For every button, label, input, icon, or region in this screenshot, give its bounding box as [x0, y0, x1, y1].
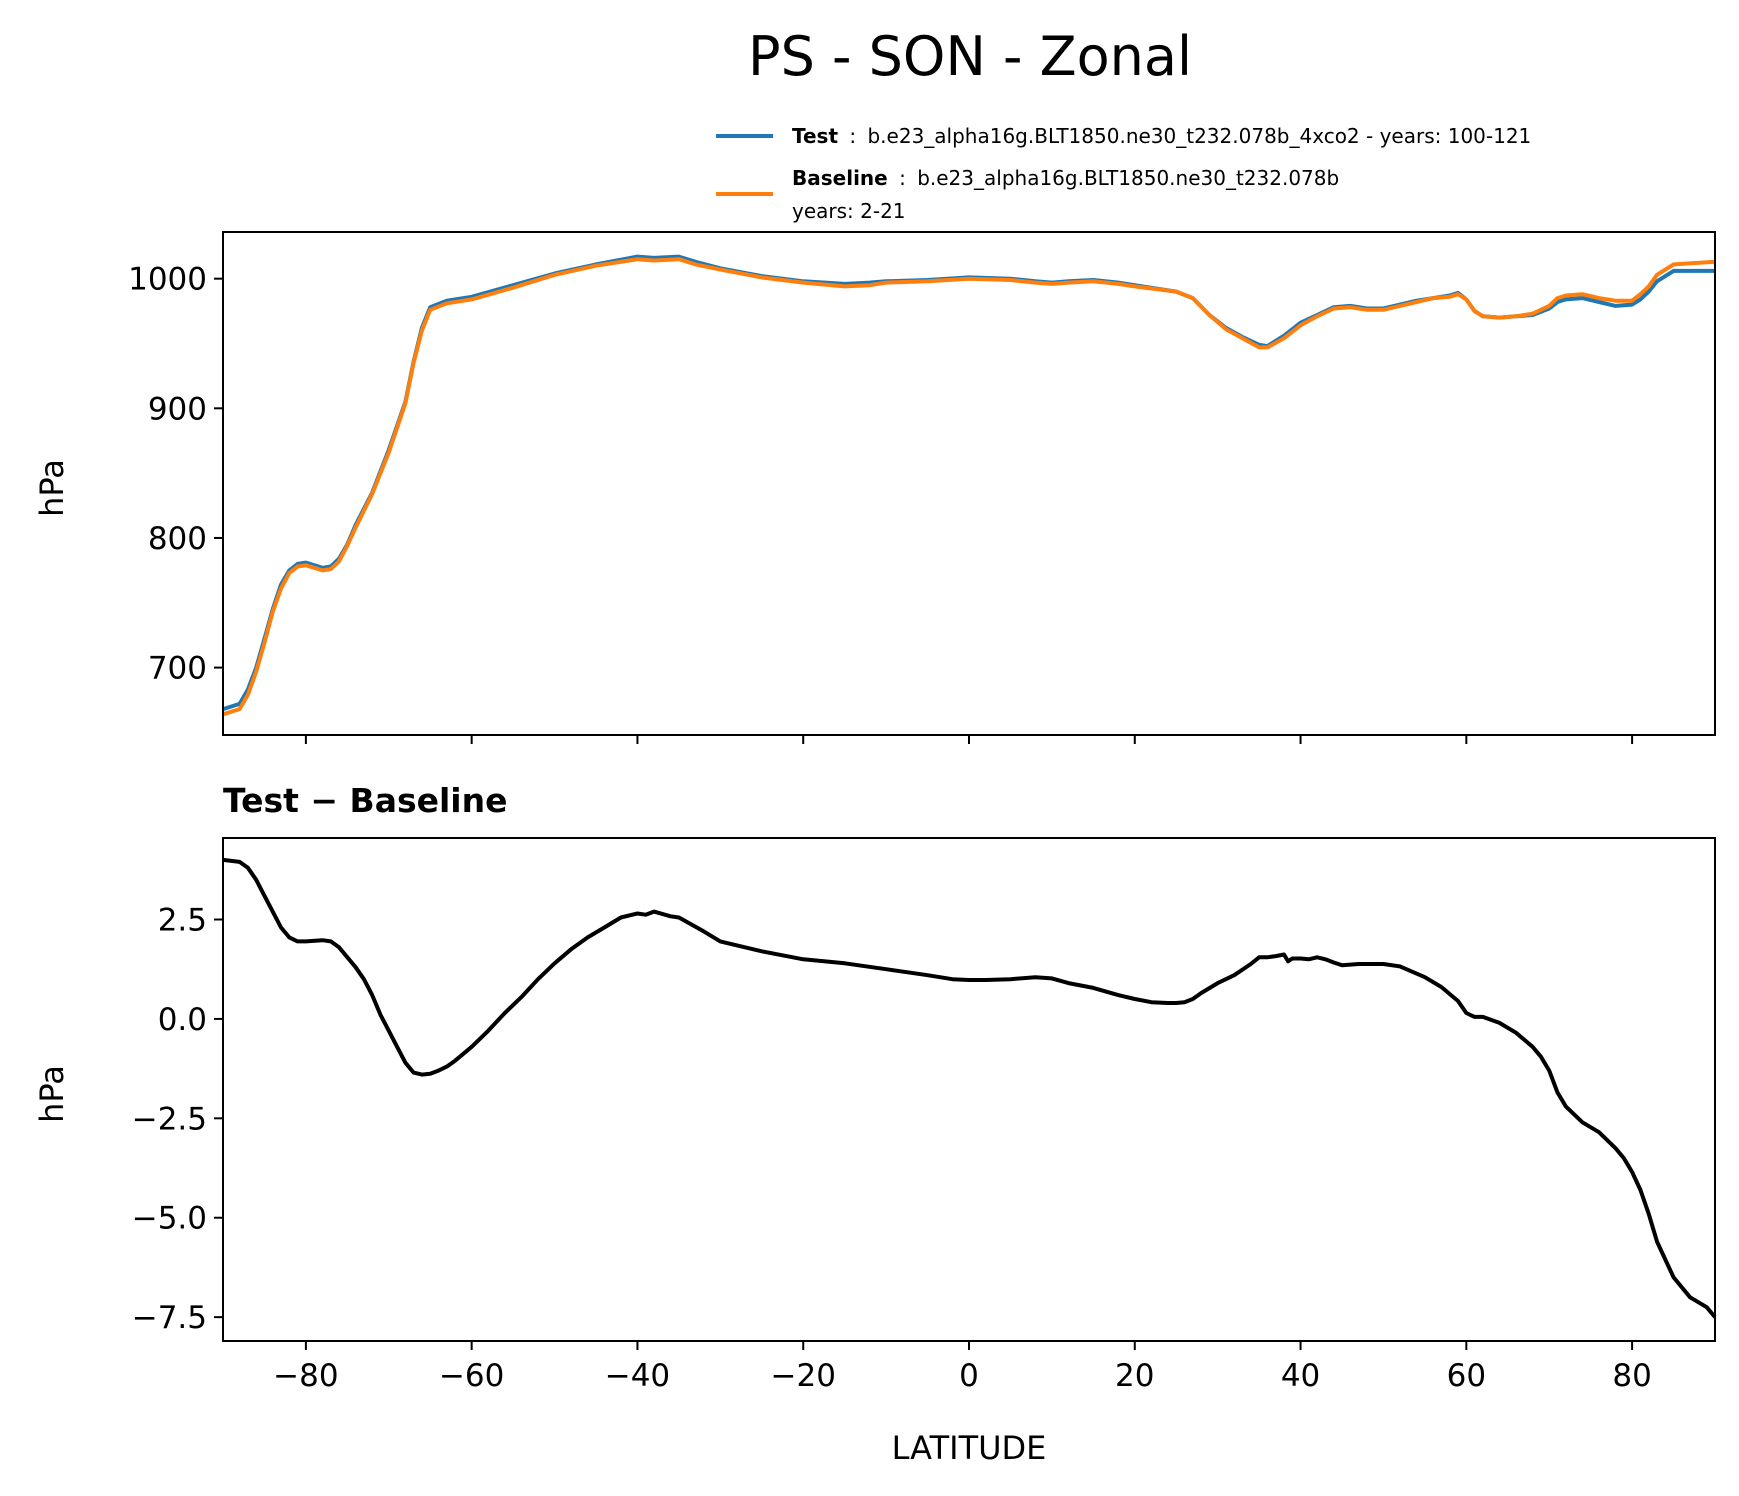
panel-bottom: Test − Baseline −7.5 −5.0 −2.5 0.0 2.5 −80 −6… [33, 781, 1717, 1467]
legend-text-baseline: b.e23_alpha16g.BLT1850.ne30_t232.078b [917, 166, 1339, 190]
panel-bottom-xlabel: LATITUDE [892, 1429, 1047, 1467]
legend: Test : b.e23_alpha16g.BLT1850.ne30_t232.… [716, 124, 1531, 223]
panel-top-frame [222, 231, 1716, 736]
panel-top-lines [222, 254, 1716, 717]
x-tick-label: −80 [273, 1358, 338, 1394]
x-tick-label: −40 [605, 1358, 670, 1394]
panel-bottom-title: Test − Baseline [223, 781, 508, 820]
panel-bottom-frame [222, 837, 1716, 1342]
x-tick-label: 60 [1447, 1358, 1486, 1394]
x-tick-label: 40 [1281, 1358, 1320, 1394]
series-line-test-baseline [222, 857, 1717, 1319]
figure-title: PS - SON - Zonal [748, 25, 1192, 88]
x-tick-label: −60 [439, 1358, 504, 1394]
panel-bottom-yticks: −7.5 −5.0 −2.5 0.0 2.5 [132, 903, 223, 1336]
x-tick-label: 80 [1612, 1358, 1651, 1394]
y-tick-label: 800 [148, 521, 207, 557]
y-tick-label: 1000 [128, 262, 207, 298]
legend-sep-baseline: : [899, 166, 906, 190]
legend-label-baseline: Baseline : b.e23_alpha16g.BLT1850.ne30_t… [792, 166, 1339, 190]
y-tick-label: 2.5 [158, 903, 207, 939]
panel-bottom-ylabel: hPa [33, 1065, 71, 1123]
legend-text-test: b.e23_alpha16g.BLT1850.ne30_t232.078b_4x… [867, 124, 1531, 148]
y-tick-label: 900 [148, 391, 207, 427]
panel-top-ylabel: hPa [33, 459, 71, 517]
y-tick-label: −5.0 [132, 1201, 207, 1237]
legend-name-baseline: Baseline [792, 166, 888, 190]
legend-years-baseline: years: 2-21 [792, 199, 906, 223]
legend-sep-test: : [849, 124, 856, 148]
x-tick-label: 0 [959, 1358, 979, 1394]
legend-label-test: Test : b.e23_alpha16g.BLT1850.ne30_t232.… [792, 124, 1531, 148]
panel-top-yticks: 700 800 900 1000 [128, 262, 223, 687]
x-tick-label: 20 [1115, 1358, 1154, 1394]
y-tick-label: −2.5 [132, 1101, 207, 1137]
legend-name-test: Test [792, 124, 838, 148]
panel-bottom-lines [222, 857, 1717, 1319]
y-tick-label: −7.5 [132, 1300, 207, 1336]
x-tick-label: −20 [771, 1358, 836, 1394]
y-tick-label: 0.0 [158, 1002, 207, 1038]
panel-top: 700 800 900 1000 hPa [33, 231, 1716, 744]
panel-bottom-xticks: −80 −60 −40 −20 0 20 40 60 80 [273, 1341, 1652, 1394]
series-line-baseline [222, 257, 1716, 717]
y-tick-label: 700 [148, 651, 207, 687]
panel-top-xticks [304, 735, 1634, 744]
